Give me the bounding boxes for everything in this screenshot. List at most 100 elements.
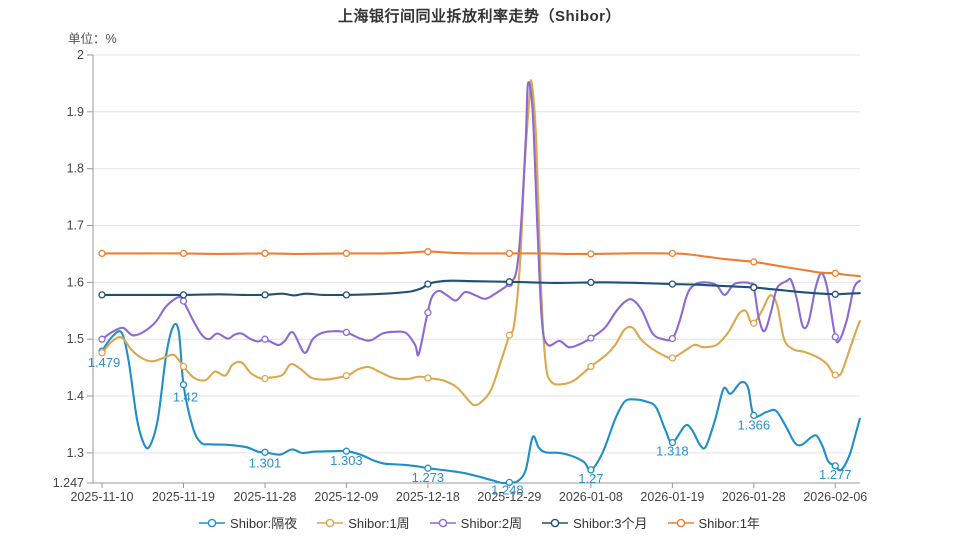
y-axis-label: 1.247 [53,476,84,490]
series-marker-0 [668,438,677,447]
series-marker-4 [831,269,839,277]
data-label: 1.301 [249,455,282,470]
x-axis-label: 2025-12-18 [396,490,460,504]
data-label: 1.479 [88,355,121,370]
legend-item-4[interactable]: Shibor:1年 [667,513,760,532]
legend-item-label: Shibor:隔夜 [230,516,298,531]
series-marker-3 [342,291,351,299]
series-marker-4 [179,249,188,258]
legend-item-2[interactable]: Shibor:2周 [429,513,523,532]
series-marker-2 [179,297,188,305]
series-line-3 [100,279,861,297]
series-marker-0 [342,447,351,455]
legend-item-label: Shibor:1年 [698,516,760,531]
legend-item-0[interactable]: Shibor:隔夜 [199,513,297,532]
series-marker-2 [587,334,595,342]
series-marker-4 [261,249,269,258]
data-label: 1.303 [330,453,363,468]
series-marker-2 [98,335,106,343]
x-axis-label: 2026-02-06 [803,490,867,504]
y-axis-label: 1.9 [67,105,84,119]
legend-marker-icon [199,518,226,527]
data-label: 1.318 [656,444,689,459]
unit-label: 单位：% [68,32,117,46]
series-marker-1 [587,362,595,371]
x-axis-label: 2025-12-09 [314,490,378,504]
series-marker-3 [587,278,595,287]
legend-item-3[interactable]: Shibor:3个月 [542,513,648,532]
series-marker-4 [587,250,595,258]
series-marker-4 [750,258,758,266]
series-marker-2 [668,334,677,343]
series-marker-4 [505,249,514,258]
series-marker-1 [342,371,351,380]
series-marker-3 [750,283,758,292]
legend-marker-icon [317,518,344,527]
data-label: 1.27 [578,471,603,486]
series-line-2 [100,81,861,357]
series-marker-3 [831,290,839,298]
legend-item-label: Shibor:1周 [348,516,410,531]
series-marker-3 [261,291,269,299]
y-axis-label: 2 [77,48,84,62]
y-axis-label: 1.5 [67,332,84,346]
series-marker-1 [505,331,514,339]
x-axis-label: 2026-01-19 [640,490,704,504]
x-axis-label: 2025-12-29 [477,490,541,504]
series-marker-1 [424,374,432,382]
series-line-0 [100,322,861,485]
y-axis-label: 1.8 [67,162,84,176]
x-axis-label: 2025-11-10 [70,490,133,504]
legend-marker-icon [542,518,569,527]
series-marker-3 [505,278,514,286]
data-label: 1.277 [819,467,852,482]
legend-item-label: Shibor:2周 [460,516,523,531]
series-marker-4 [424,248,432,256]
data-label: 1.366 [738,417,771,432]
series-line-4 [100,250,861,278]
chart-legend: Shibor:隔夜 Shibor:1周 Shibor:2周 Shibor:3个月 Shi… [0,513,959,532]
series-marker-3 [424,280,432,288]
data-label: 1.248 [491,482,524,497]
series-marker-0 [179,381,188,389]
x-axis-label: 2025-11-19 [152,490,215,504]
y-axis-label: 1.4 [67,389,84,403]
data-label: 1.42 [173,390,198,405]
x-axis-label: 2026-01-28 [722,490,786,504]
series-marker-1 [261,374,269,383]
series-marker-0 [750,411,758,420]
series-marker-0 [831,462,839,470]
series-line-1 [100,79,861,407]
series-marker-3 [98,291,106,299]
series-marker-0 [261,448,269,456]
series-marker-0 [505,478,514,487]
series-marker-2 [831,333,839,341]
y-axis-label: 1.7 [67,219,84,233]
series-marker-1 [750,319,758,327]
series-marker-1 [98,349,106,357]
series-marker-4 [98,249,106,258]
series-marker-4 [342,249,351,258]
series-marker-1 [668,354,677,362]
y-axis-label: 1.3 [67,446,84,460]
y-axis-label: 1.6 [67,275,84,289]
series-marker-2 [424,308,432,317]
x-axis-label: 2025-11-28 [233,490,296,504]
series-marker-1 [179,362,188,371]
series-marker-2 [342,328,351,337]
series-marker-3 [668,280,677,288]
legend-item-1[interactable]: Shibor:1周 [317,513,410,532]
chart-title: 上海银行间同业拆放利率走势（Shibor） [338,8,621,25]
x-axis-label: 2026-01-08 [559,490,623,504]
series-marker-4 [668,249,677,258]
series-marker-1 [831,371,839,379]
series-marker-0 [424,464,432,472]
legend-marker-icon [667,518,694,527]
legend-item-label: Shibor:3个月 [573,516,648,531]
series-marker-0 [587,466,595,474]
series-marker-2 [261,335,269,343]
series-marker-3 [179,291,188,299]
data-label: 1.273 [412,470,445,485]
